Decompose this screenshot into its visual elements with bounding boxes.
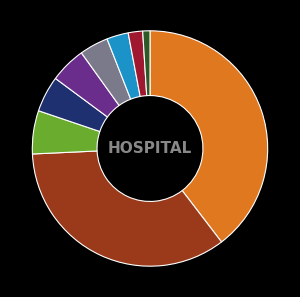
Wedge shape: [32, 151, 221, 266]
Wedge shape: [81, 39, 131, 105]
Wedge shape: [56, 53, 119, 117]
Wedge shape: [150, 31, 268, 242]
Wedge shape: [107, 33, 140, 99]
Wedge shape: [32, 111, 100, 154]
Text: HOSPITAL: HOSPITAL: [108, 141, 192, 156]
Wedge shape: [143, 31, 150, 96]
Wedge shape: [38, 78, 107, 132]
Wedge shape: [128, 31, 147, 97]
